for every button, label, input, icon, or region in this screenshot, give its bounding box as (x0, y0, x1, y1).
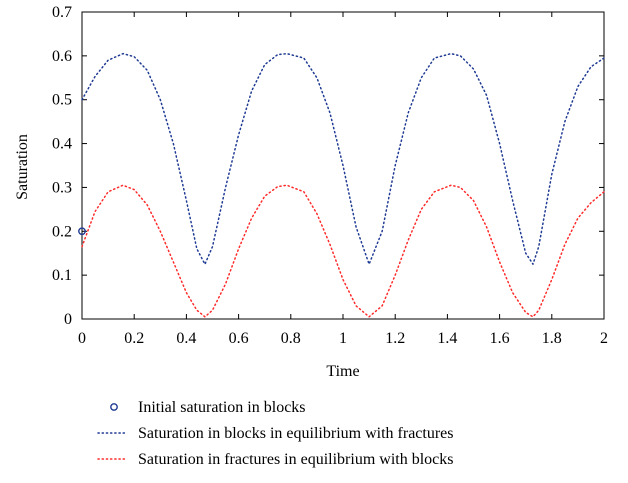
series-1-marker-point (78, 227, 86, 236)
plot-area: 0 0.2 0.4 0.6 0.8 1 1.2 1.4 1.6 1.8 2 0 0.1 0.2 0.3 0.4… (52, 4, 608, 347)
x-tick-label: 0.2 (124, 330, 144, 347)
x-tick-label: 0.4 (176, 330, 196, 347)
series-2-line (81, 52, 605, 265)
x-tick-label: 2 (600, 330, 608, 347)
y-tick-label: 0.3 (52, 179, 72, 196)
x-tick-label: 1.8 (542, 330, 562, 347)
y-tick-label: 0.4 (52, 136, 72, 153)
legend-label: Saturation in fractures in equilibrium w… (138, 451, 454, 468)
y-axis-title: Saturation (14, 134, 31, 200)
x-tick-label: 0.6 (229, 330, 249, 347)
y-tick-label: 0 (64, 311, 72, 328)
x-tick-label: 1.4 (437, 330, 457, 347)
series-3-line (81, 184, 605, 318)
y-tick-label: 0.6 (52, 48, 72, 65)
x-tick-label: 1.2 (385, 330, 405, 347)
legend-label: Saturation in blocks in equilibrium with… (138, 425, 454, 442)
y-tick-label: 0.5 (52, 92, 72, 109)
x-tick-label: 0 (78, 330, 86, 347)
legend-swatch (110, 403, 118, 411)
legend: Initial saturation in blocks Saturation i… (97, 399, 454, 468)
x-tick-label: 1.6 (490, 330, 510, 347)
y-tick-label: 0.2 (52, 223, 72, 240)
legend-label: Initial saturation in blocks (138, 399, 306, 416)
x-tick-label: 0.8 (281, 330, 301, 347)
y-tick-label: 0.1 (52, 267, 72, 284)
x-tick-label: 1 (339, 330, 347, 347)
x-axis-title: Time (326, 363, 359, 380)
y-tick-label: 0.7 (52, 4, 72, 21)
